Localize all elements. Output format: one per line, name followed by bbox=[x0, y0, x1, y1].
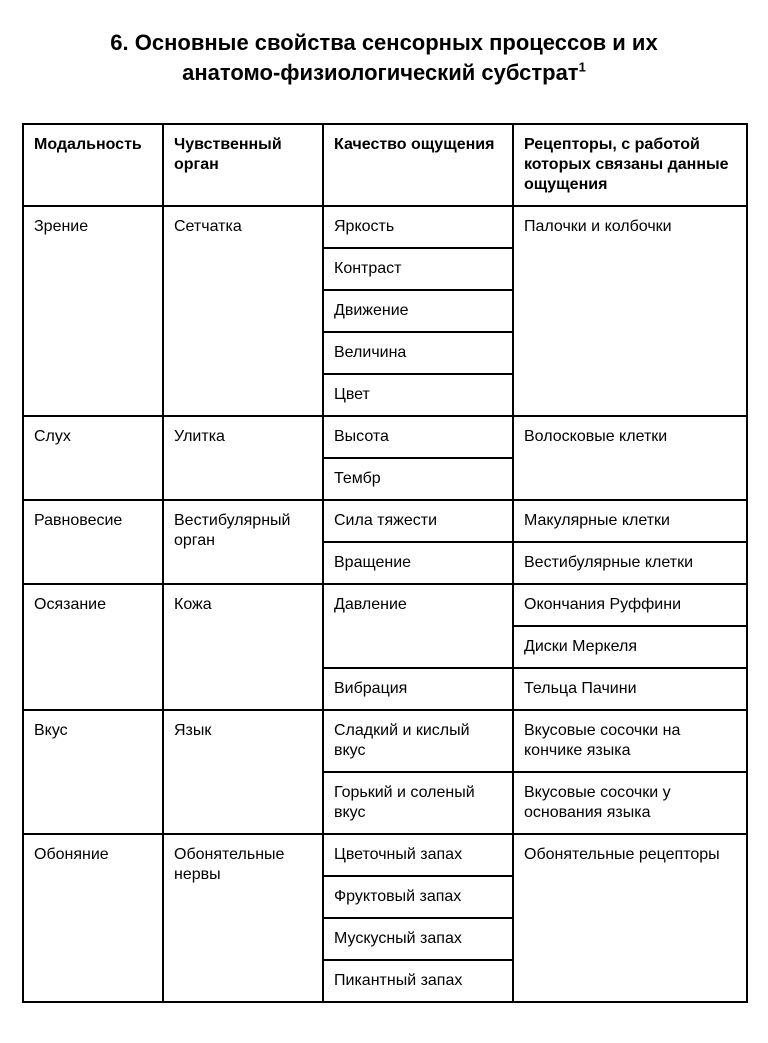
cell-quality: Контраст bbox=[323, 248, 513, 290]
cell-modality: Осязание bbox=[23, 584, 163, 710]
cell-quality: Цветочный запах bbox=[323, 834, 513, 876]
table-row: Слух Улитка Высота Волосковые клетки bbox=[23, 416, 747, 458]
cell-quality: Сила тяжести bbox=[323, 500, 513, 542]
document-page: 6. Основные свойства сенсорных процессов… bbox=[0, 0, 768, 1043]
cell-quality: Высота bbox=[323, 416, 513, 458]
cell-modality: Вкус bbox=[23, 710, 163, 834]
cell-receptors: Вестибулярные клетки bbox=[513, 542, 747, 584]
cell-organ: Обонятельные нервы bbox=[163, 834, 323, 1002]
cell-quality: Тембр bbox=[323, 458, 513, 500]
cell-organ: Сетчатка bbox=[163, 206, 323, 416]
cell-organ: Язык bbox=[163, 710, 323, 834]
cell-quality: Движение bbox=[323, 290, 513, 332]
cell-organ: Вестибулярный орган bbox=[163, 500, 323, 584]
cell-modality: Зрение bbox=[23, 206, 163, 416]
table-row: Осязание Кожа Давление Окончания Руффини bbox=[23, 584, 747, 626]
col-header-receptors: Рецепторы, с работой которых связаны дан… bbox=[513, 124, 747, 206]
cell-receptors: Волосковые клетки bbox=[513, 416, 747, 500]
col-header-organ: Чувственный орган bbox=[163, 124, 323, 206]
cell-receptors: Диски Меркеля bbox=[513, 626, 747, 668]
cell-quality: Величина bbox=[323, 332, 513, 374]
table-row: Вкус Язык Сладкий и кислый вкус Вкусовые… bbox=[23, 710, 747, 772]
table-row: Зрение Сетчатка Яркость Палочки и колбоч… bbox=[23, 206, 747, 248]
cell-quality: Мускусный запах bbox=[323, 918, 513, 960]
col-header-modality: Модальность bbox=[23, 124, 163, 206]
cell-quality: Пикантный запах bbox=[323, 960, 513, 1002]
cell-organ: Улитка bbox=[163, 416, 323, 500]
cell-quality: Горький и соленый вкус bbox=[323, 772, 513, 834]
cell-receptors: Окончания Руффини bbox=[513, 584, 747, 626]
title-number: 6. bbox=[110, 30, 134, 55]
cell-modality: Слух bbox=[23, 416, 163, 500]
cell-receptors: Вкусовые сосочки у основания языка bbox=[513, 772, 747, 834]
cell-quality: Яркость bbox=[323, 206, 513, 248]
col-header-quality: Качество ощуще­ния bbox=[323, 124, 513, 206]
cell-quality: Вращение bbox=[323, 542, 513, 584]
cell-quality: Сладкий и кислый вкус bbox=[323, 710, 513, 772]
footnote-marker: 1 bbox=[579, 59, 586, 74]
cell-quality: Давление bbox=[323, 584, 513, 668]
table-row: Равновесие Вестибулярный орган Сила тяже… bbox=[23, 500, 747, 542]
cell-receptors: Палочки и колбочки bbox=[513, 206, 747, 416]
cell-receptors: Тельца Пачини bbox=[513, 668, 747, 710]
title-line2: анатомо-физиологический субстрат bbox=[182, 60, 578, 85]
table-row: Обоняние Обонятельные нервы Цветочный за… bbox=[23, 834, 747, 876]
cell-modality: Равновесие bbox=[23, 500, 163, 584]
cell-receptors: Обонятельные рецепто­ры bbox=[513, 834, 747, 1002]
cell-organ: Кожа bbox=[163, 584, 323, 710]
sensory-table: Модальность Чувственный орган Качество о… bbox=[22, 123, 748, 1003]
title-line1: Основные свойства сенсорных процессов и … bbox=[135, 30, 658, 55]
table-header-row: Модальность Чувственный орган Качество о… bbox=[23, 124, 747, 206]
cell-quality: Цвет bbox=[323, 374, 513, 416]
page-title: 6. Основные свойства сенсорных процессов… bbox=[64, 28, 704, 87]
cell-quality: Фруктовый запах bbox=[323, 876, 513, 918]
cell-quality: Вибрация bbox=[323, 668, 513, 710]
cell-receptors: Макулярные клетки bbox=[513, 500, 747, 542]
cell-modality: Обоняние bbox=[23, 834, 163, 1002]
cell-receptors: Вкусовые сосочки на кончике языка bbox=[513, 710, 747, 772]
